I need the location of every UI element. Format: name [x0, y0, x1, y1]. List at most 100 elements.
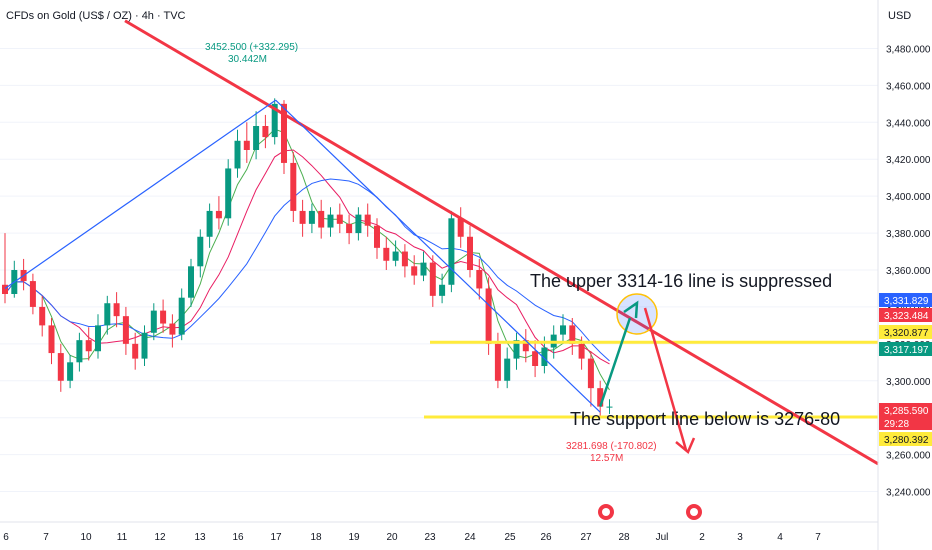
price-badges: 3,331.829 3,323.484 3,320.877 3,317.197 3,28…	[879, 293, 932, 446]
candle-body	[253, 126, 260, 150]
candle-body	[178, 297, 185, 335]
candle-body	[587, 358, 594, 389]
candle-body	[448, 218, 455, 285]
price-badge	[879, 325, 932, 339]
candle-body	[57, 353, 64, 381]
y-tick-label: 3,400.000	[886, 192, 931, 203]
candle-body	[485, 288, 492, 344]
currency-label[interactable]: USD	[888, 10, 911, 22]
price-badge-label: 3,320.877	[884, 328, 929, 339]
candle-body	[67, 362, 74, 381]
x-tick-label: 24	[464, 532, 476, 543]
x-tick-label: 19	[348, 532, 360, 543]
high-price-label: 3452.500 (+332.295)	[205, 42, 298, 53]
candle-body	[95, 325, 101, 352]
candle-body	[401, 251, 408, 267]
x-tick-label: 13	[194, 532, 206, 543]
candle-body	[308, 210, 315, 224]
price-axis[interactable]: 3,480.000 3,460.000 3,440.000 3,420.000 3,40…	[877, 0, 931, 550]
y-tick-label: 3,360.000	[886, 266, 931, 277]
price-badge	[879, 293, 932, 307]
grid	[0, 47, 878, 493]
event-flag-icon[interactable]	[598, 504, 614, 520]
price-badge-label: 3,317.197	[884, 345, 929, 356]
candle-body	[522, 340, 529, 352]
candle-body	[29, 281, 36, 307]
event-flag-icon[interactable]	[686, 504, 702, 520]
candle-body	[420, 262, 427, 276]
candle-body	[243, 140, 250, 150]
price-badge	[879, 432, 932, 446]
candle-body	[215, 210, 222, 219]
x-tick-label: 20	[386, 532, 398, 543]
drawn-lines	[4, 19, 879, 466]
candle-body	[188, 266, 194, 298]
candle-body	[76, 340, 83, 363]
x-tick-label: 4	[777, 532, 783, 543]
candle-body	[169, 323, 176, 335]
candle-body	[560, 325, 566, 335]
candle-body	[513, 340, 520, 359]
x-tick-label: 27	[580, 532, 592, 543]
candle-body	[392, 251, 399, 261]
x-tick-label: 3	[737, 532, 743, 543]
price-badge	[879, 342, 932, 356]
moving-average-line	[4, 149, 610, 365]
candle-body	[318, 210, 325, 228]
price-badge-label: 3,331.829	[884, 296, 929, 307]
candle-body	[327, 214, 334, 228]
x-tick-label: 16	[232, 532, 244, 543]
candle-body	[262, 126, 269, 138]
price-badge	[879, 416, 932, 430]
low-volume-label: 12.57M	[590, 453, 623, 464]
y-tick-label: 3,240.000	[886, 488, 931, 499]
y-tick-label: 3,300.000	[886, 377, 931, 388]
candle-body	[271, 103, 278, 138]
candle-body	[383, 247, 390, 261]
candle-body	[290, 162, 297, 211]
candle-body	[104, 303, 111, 326]
support-annotation: The support line below is 3276-80	[570, 409, 840, 429]
x-tick-label: Jul	[656, 532, 669, 543]
candle-body	[364, 214, 371, 226]
candle-body	[532, 351, 539, 366]
arrow-head-icon	[675, 437, 696, 455]
candle-body	[578, 343, 585, 359]
candle-body	[150, 310, 157, 333]
channel-line[interactable]	[4, 99, 277, 289]
price-badge	[879, 403, 932, 417]
price-badge	[879, 308, 932, 322]
candle-body	[355, 214, 362, 234]
moving-average-line	[4, 128, 610, 391]
upper-annotation: The upper 3314-16 line is suppressed	[530, 271, 832, 291]
candle-body	[113, 303, 120, 317]
descending-trendline[interactable]	[124, 19, 879, 466]
x-tick-label: 2	[699, 532, 705, 543]
x-tick-label: 25	[504, 532, 516, 543]
x-tick-label: 6	[3, 532, 9, 543]
candle-body	[346, 223, 353, 234]
candle-body	[132, 343, 139, 359]
candle-body	[336, 214, 343, 224]
channel-line[interactable]	[275, 99, 601, 413]
time-axis[interactable]: 6 7 10 11 12 13 16 17 18 19 20 23 24 25 26 27 28 Jul 2 3 4 7	[0, 521, 878, 543]
y-tick-label: 3,420.000	[886, 155, 931, 166]
candle-body	[467, 236, 473, 270]
candle-body	[569, 325, 576, 344]
price-badge-label: 3,280.392	[884, 435, 929, 446]
candle-body	[476, 270, 483, 289]
x-tick-label: 10	[80, 532, 92, 543]
candle-body	[411, 266, 418, 276]
y-tick-label: 3,460.000	[886, 81, 931, 92]
candle-body	[39, 306, 46, 326]
candle-body	[494, 343, 501, 381]
candle-body	[225, 168, 232, 219]
candle-body	[160, 310, 167, 324]
candle-body	[439, 284, 446, 296]
price-badge-label: 29:28	[884, 419, 909, 430]
price-badge-label: 3,285.590	[884, 406, 929, 417]
price-badge-label: 3,323.484	[884, 311, 929, 322]
candle-body	[299, 210, 306, 224]
